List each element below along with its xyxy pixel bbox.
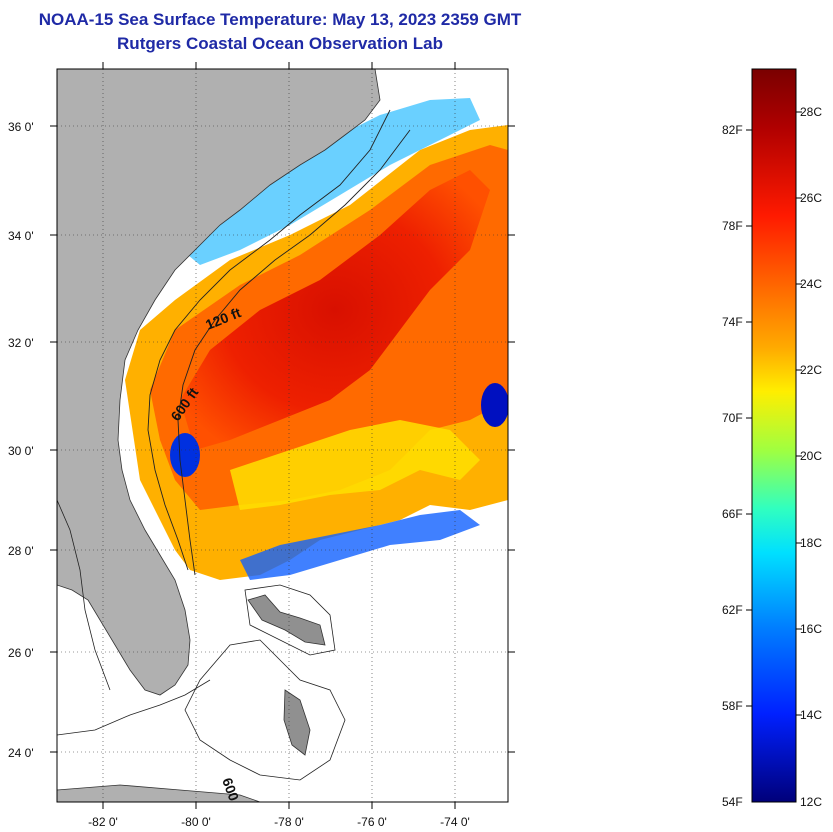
land-bahamas bbox=[247, 594, 326, 646]
depth-contour-bahamas bbox=[184, 639, 346, 781]
colorbar-c-label: 24C bbox=[800, 277, 822, 291]
lat-label: 28 0' bbox=[8, 544, 34, 558]
colorbar-c-label: 14C bbox=[800, 708, 822, 722]
sst-field-hot bbox=[180, 170, 490, 450]
sst-cool-south bbox=[240, 510, 480, 580]
depth-contour-120ft bbox=[147, 109, 391, 571]
depth-contour-gulf bbox=[57, 499, 111, 691]
colorbar-c-label: 20C bbox=[800, 449, 822, 463]
lat-label: 30 0' bbox=[8, 444, 34, 458]
colorbar-f-label: 74F bbox=[722, 315, 743, 329]
map-border bbox=[56, 68, 509, 803]
land-cuba bbox=[57, 784, 261, 802]
colorbar-f-label: 54F bbox=[722, 795, 743, 809]
colorbar-f-label: 70F bbox=[722, 411, 743, 425]
lat-label: 36 0' bbox=[8, 120, 34, 134]
colorbar-c-label: 12C bbox=[800, 795, 822, 809]
sst-yellow-band bbox=[230, 420, 480, 510]
colorbar-c-label: 18C bbox=[800, 536, 822, 550]
land-mainland bbox=[57, 69, 381, 696]
colorbar-f-label: 58F bbox=[722, 699, 743, 713]
lon-label: -78 0' bbox=[274, 815, 304, 829]
colorbar-f-label: 78F bbox=[722, 219, 743, 233]
lon-label: -76 0' bbox=[357, 815, 387, 829]
lat-label: 26 0' bbox=[8, 646, 34, 660]
colorbar-f-label: 62F bbox=[722, 603, 743, 617]
colorbar-f-label: 82F bbox=[722, 123, 743, 137]
colorbar-c-label: 28C bbox=[800, 105, 822, 119]
land-bahamas bbox=[283, 689, 311, 756]
lat-label: 34 0' bbox=[8, 229, 34, 243]
colorbar-c-label: 22C bbox=[800, 363, 822, 377]
colorbar-c-label: 16C bbox=[800, 622, 822, 636]
lon-label: -82 0' bbox=[88, 815, 118, 829]
colorbar bbox=[751, 68, 797, 803]
axis-ticks bbox=[50, 62, 515, 809]
map-title: NOAA-15 Sea Surface Temperature: May 13,… bbox=[38, 10, 522, 29]
map-subtitle: Rutgers Coastal Ocean Observation Lab bbox=[117, 34, 443, 53]
colorbar-ticks bbox=[746, 111, 802, 716]
sst-cold-spot bbox=[481, 383, 508, 427]
lon-label: -74 0' bbox=[440, 815, 470, 829]
colorbar-c-label: 26C bbox=[800, 191, 822, 205]
lat-label: 32 0' bbox=[8, 336, 34, 350]
sst-cold-spot bbox=[170, 433, 200, 477]
depth-contour-bahamas bbox=[244, 584, 336, 656]
lon-label: -80 0' bbox=[181, 815, 211, 829]
lat-label: 24 0' bbox=[8, 746, 34, 760]
depth-contour-600ft bbox=[177, 129, 411, 576]
depth-contour-keys bbox=[57, 679, 211, 736]
colorbar-f-label: 66F bbox=[722, 507, 743, 521]
